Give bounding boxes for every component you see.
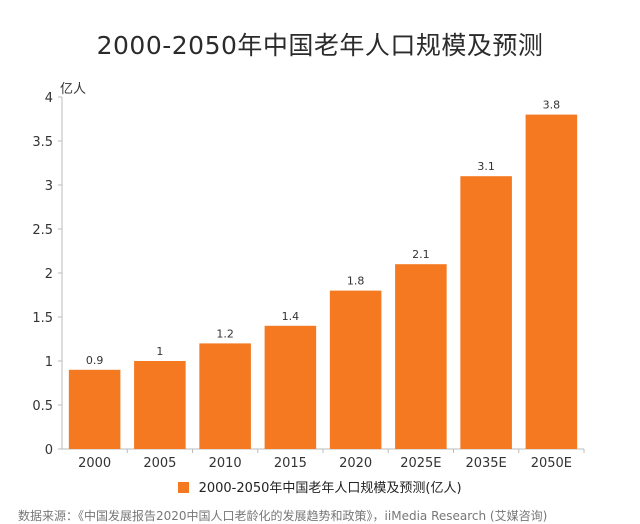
y-tick-label: 3 bbox=[45, 179, 53, 194]
data-label: 3.8 bbox=[543, 99, 561, 112]
x-axis: 2000 2005 2010 2015 2020 2025E 2035E 2050E bbox=[62, 448, 585, 471]
x-tick-label: 2025E bbox=[400, 456, 441, 471]
legend-swatch-icon bbox=[178, 482, 190, 493]
x-tick-label: 2020 bbox=[339, 456, 372, 471]
bar-2050E bbox=[525, 114, 578, 449]
y-tick-label: 0 bbox=[45, 443, 53, 458]
data-label: 1.8 bbox=[347, 275, 365, 288]
data-label: 1 bbox=[156, 345, 163, 358]
bar-2020 bbox=[329, 290, 382, 449]
y-tick-label: 2.5 bbox=[32, 223, 53, 238]
y-tick-label: 3.5 bbox=[32, 135, 53, 150]
bar-2015 bbox=[264, 325, 317, 449]
legend: 2000-2050年中国老年人口规模及预测(亿人) bbox=[0, 477, 640, 496]
data-label: 2.1 bbox=[412, 248, 430, 261]
y-tick-label: 1.5 bbox=[32, 311, 53, 326]
y-tick-label: 4 bbox=[45, 91, 53, 106]
data-label: 1.2 bbox=[216, 327, 234, 340]
x-tick-label: 2010 bbox=[209, 456, 242, 471]
data-labels: 0.9 1 1.2 1.4 1.8 2.1 3.1 3.8 bbox=[86, 99, 560, 367]
bar-2035E bbox=[460, 176, 512, 449]
data-label: 1.4 bbox=[282, 310, 300, 323]
x-tick-label: 2035E bbox=[465, 456, 506, 471]
bar-2005 bbox=[134, 361, 186, 449]
bar-2010 bbox=[199, 343, 251, 449]
y-tick-label: 2 bbox=[45, 267, 53, 282]
data-label: 0.9 bbox=[86, 354, 104, 367]
y-axis-unit-label: 亿人 bbox=[60, 82, 87, 97]
y-tick-label: 1 bbox=[45, 355, 53, 370]
y-tick-label: 0.5 bbox=[32, 399, 53, 414]
legend-label: 2000-2050年中国老年人口规模及预测(亿人) bbox=[198, 481, 462, 496]
bars bbox=[68, 114, 578, 449]
x-tick-label: 2000 bbox=[78, 456, 111, 471]
data-label: 3.1 bbox=[477, 160, 495, 173]
y-axis: 0 0.5 1 1.5 2 2.5 3 3.5 4 bbox=[32, 91, 63, 458]
chart-title: 2000-2050年中国老年人口规模及预测 bbox=[96, 31, 544, 60]
x-tick-label: 2005 bbox=[143, 456, 176, 471]
bar-2025E bbox=[395, 264, 447, 449]
x-tick-label: 2015 bbox=[274, 456, 307, 471]
source-note: 数据来源：《中国发展报告2020中国人口老龄化的发展趋势和政策》，iiMedia… bbox=[18, 509, 548, 523]
x-tick-label: 2050E bbox=[531, 456, 572, 471]
bar-2000 bbox=[68, 369, 121, 449]
